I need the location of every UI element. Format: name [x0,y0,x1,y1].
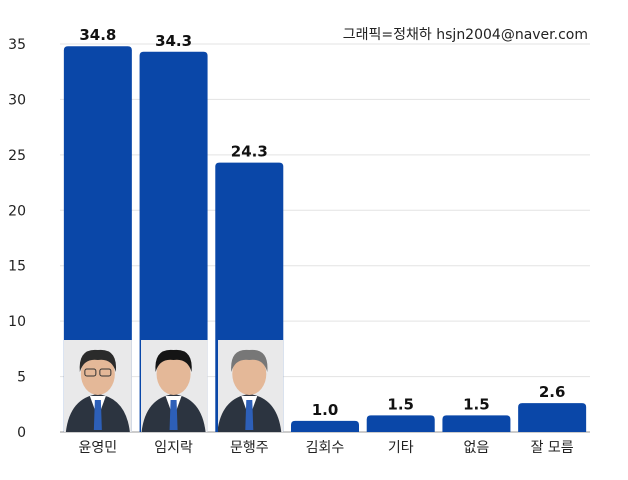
y-tick-label: 35 [8,37,26,53]
bar [442,415,511,432]
y-tick-label: 5 [17,370,26,386]
value-label: 2.6 [539,383,566,401]
bar [63,46,132,433]
y-axis-ticks: 0 5 10 15 20 25 30 35 [8,37,26,441]
candidate-photo [64,340,132,432]
y-tick-label: 20 [8,203,26,219]
y-tick-label: 30 [8,92,26,108]
x-tick-label: 김회수 [306,440,345,456]
y-tick-label: 0 [17,425,26,441]
x-tick-label: 문행주 [230,440,269,456]
x-tick-label: 윤영민 [79,440,118,456]
value-label: 34.3 [155,32,192,50]
value-label: 24.3 [231,143,268,161]
bar [291,420,359,432]
x-tick-label: 기타 [388,440,414,456]
value-label: 1.0 [312,401,339,419]
candidate-photo [218,340,284,432]
value-label: 34.8 [79,26,116,44]
x-tick-label: 없음 [464,440,490,456]
grid-lines [60,43,590,433]
value-label: 1.5 [463,395,490,413]
bars [63,46,587,433]
x-axis-ticks: 윤영민 임지락 문행주 김회수 기타 없음 잘 모름 [79,440,574,456]
value-label: 1.5 [387,395,414,413]
bar [518,403,587,432]
y-tick-label: 10 [8,314,26,330]
candidate-photos [64,340,284,432]
chart-credit: 그래픽=정채하 hsjn2004@naver.com [342,27,588,43]
value-labels: 34.8 34.3 24.3 1.0 1.5 1.5 2.6 [79,26,565,419]
candidate-photo [141,340,208,432]
bar [139,51,208,432]
y-tick-label: 15 [8,259,26,275]
bar [366,415,435,432]
x-tick-label: 잘 모름 [531,440,574,456]
y-tick-label: 25 [8,148,26,164]
x-tick-label: 임지락 [154,440,193,456]
